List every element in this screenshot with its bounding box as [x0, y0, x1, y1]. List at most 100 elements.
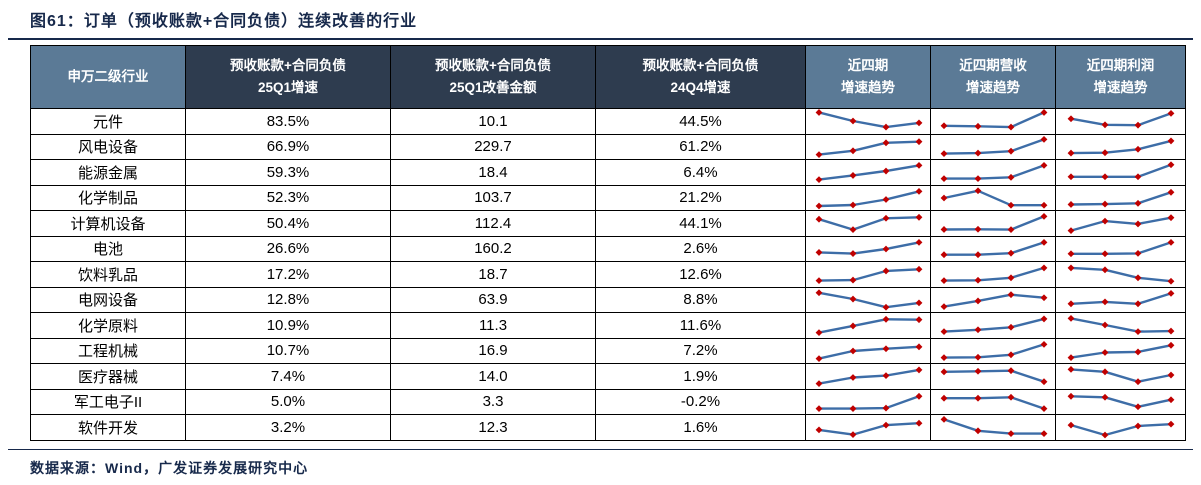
- value-cell-q4_growth: 11.6%: [595, 312, 806, 339]
- table-row: 军工电子II 5.0% 3.3 -0.2%: [30, 388, 1186, 415]
- value-cell-q4_growth: 2.6%: [595, 235, 806, 262]
- table-row: 工程机械 10.7% 16.9 7.2%: [30, 337, 1186, 364]
- sparkline-chart: [1067, 392, 1175, 410]
- value-cell-q4_growth: -0.2%: [595, 388, 806, 415]
- sparkline-cell-trend_profit: [1055, 108, 1186, 135]
- sparkline-cell-trend_growth: [805, 235, 931, 262]
- sparkline-marker-icon: [915, 214, 922, 221]
- value-cell-q1_improvement: 229.7: [390, 133, 596, 160]
- sparkline-marker-icon: [1067, 200, 1075, 208]
- sparkline-cell-trend_profit: [1055, 337, 1186, 364]
- value-cell-q4_growth: 44.5%: [595, 108, 806, 135]
- title-divider: [8, 38, 1193, 40]
- sparkline-marker-icon: [1007, 393, 1014, 401]
- sparkline-line: [817, 164, 920, 182]
- sparkline-cell-trend_revenue: [930, 414, 1056, 441]
- sparkline-marker-icon: [849, 226, 856, 234]
- sparkline-marker-icon: [1067, 421, 1075, 429]
- sparkline-marker-icon: [1101, 368, 1109, 376]
- sparkline-cell-trend_growth: [805, 184, 931, 211]
- sparkline-chart: [940, 187, 1047, 209]
- sparkline-marker-icon: [974, 326, 981, 334]
- sparkline-marker-icon: [1167, 341, 1175, 349]
- value-cell-q4_growth: 6.4%: [595, 159, 806, 186]
- sparkline-chart: [940, 393, 1047, 412]
- sparkline-marker-icon: [1007, 430, 1014, 438]
- sparkline-marker-icon: [1007, 226, 1014, 234]
- sparkline-marker-icon: [1040, 162, 1047, 169]
- sparkline-chart: [815, 187, 922, 210]
- sparkline-marker-icon: [1067, 392, 1075, 400]
- sparkline-marker-icon: [1167, 371, 1175, 379]
- sparkline-marker-icon: [882, 139, 889, 146]
- sparkline-line: [1069, 368, 1173, 384]
- sparkline-marker-icon: [1134, 199, 1142, 207]
- sparkline-chart: [815, 392, 922, 412]
- industry-cell: 电网设备: [30, 286, 186, 313]
- sparkline-marker-icon: [1040, 135, 1047, 143]
- sparkline-chart: [815, 343, 922, 362]
- sparkline-line: [817, 240, 920, 255]
- sparkline-marker-icon: [815, 329, 822, 337]
- sparkline-marker-icon: [915, 299, 922, 306]
- value-cell-q1_growth: 10.9%: [185, 312, 391, 339]
- sparkline-cell-trend_profit: [1055, 312, 1186, 339]
- value-cell-q1_growth: 10.7%: [185, 337, 391, 364]
- sparkline-line: [817, 140, 920, 156]
- table-row: 医疗器械 7.4% 14.0 1.9%: [30, 363, 1186, 390]
- sparkline-chart: [1067, 366, 1175, 386]
- sparkline-chart: [940, 340, 1047, 361]
- sparkline-line: [942, 215, 1045, 232]
- value-cell-q1_improvement: 63.9: [390, 286, 596, 313]
- sparkline-line: [1069, 216, 1173, 233]
- sparkline-marker-icon: [915, 119, 922, 127]
- sparkline-marker-icon: [915, 343, 922, 350]
- value-cell-q4_growth: 8.8%: [595, 286, 806, 313]
- sparkline-marker-icon: [882, 316, 889, 323]
- sparkline-marker-icon: [1040, 264, 1047, 272]
- sparkline-marker-icon: [1007, 324, 1014, 331]
- sparkline-marker-icon: [1167, 289, 1175, 297]
- sparkline-cell-trend_revenue: [930, 235, 1056, 262]
- sparkline-chart: [1067, 188, 1175, 208]
- sparkline-marker-icon: [940, 354, 947, 361]
- sparkline-marker-icon: [1101, 348, 1109, 356]
- sparkline-marker-icon: [940, 194, 947, 202]
- table-row: 计算机设备 50.4% 112.4 44.1%: [30, 210, 1186, 237]
- sparkline-marker-icon: [1167, 238, 1175, 246]
- sparkline-marker-icon: [849, 172, 856, 180]
- sparkline-chart: [815, 109, 922, 131]
- column-header-industry: 申万二级行业: [30, 45, 186, 109]
- sparkline-line: [817, 216, 920, 232]
- sparkline-cell-trend_revenue: [930, 312, 1056, 339]
- sparkline-marker-icon: [940, 150, 947, 157]
- table-row: 软件开发 3.2% 12.3 1.6%: [30, 414, 1186, 441]
- sparkline-marker-icon: [1167, 110, 1175, 118]
- sparkline-cell-trend_growth: [805, 337, 931, 364]
- sparkline-cell-trend_profit: [1055, 133, 1186, 160]
- sparkline-chart: [940, 416, 1047, 438]
- sparkline-marker-icon: [974, 149, 981, 157]
- sparkline-marker-icon: [1007, 201, 1014, 209]
- sparkline-marker-icon: [1101, 200, 1109, 208]
- column-header-q1_growth: 预收账款+合同负债 25Q1增速: [185, 45, 391, 109]
- sparkline-chart: [815, 138, 922, 158]
- sparkline-marker-icon: [815, 405, 822, 412]
- sparkline-marker-icon: [1067, 264, 1075, 272]
- sparkline-marker-icon: [849, 374, 856, 382]
- table-row: 电池 26.6% 160.2 2.6%: [30, 235, 1186, 262]
- industry-cell: 元件: [30, 108, 186, 135]
- sparkline-chart: [1067, 214, 1175, 235]
- sparkline-marker-icon: [1101, 149, 1109, 156]
- value-cell-q1_growth: 50.4%: [185, 210, 391, 237]
- sparkline-marker-icon: [1167, 161, 1175, 169]
- sparkline-marker-icon: [1007, 147, 1014, 155]
- sparkline-chart: [1067, 264, 1175, 285]
- sparkline-chart: [1067, 110, 1175, 129]
- sparkline-marker-icon: [1007, 249, 1014, 257]
- sparkline-chart: [940, 291, 1047, 310]
- sparkline-marker-icon: [974, 187, 981, 194]
- sparkline-cell-trend_profit: [1055, 159, 1186, 186]
- sparkline-cell-trend_profit: [1055, 261, 1186, 288]
- sparkline-marker-icon: [974, 427, 981, 435]
